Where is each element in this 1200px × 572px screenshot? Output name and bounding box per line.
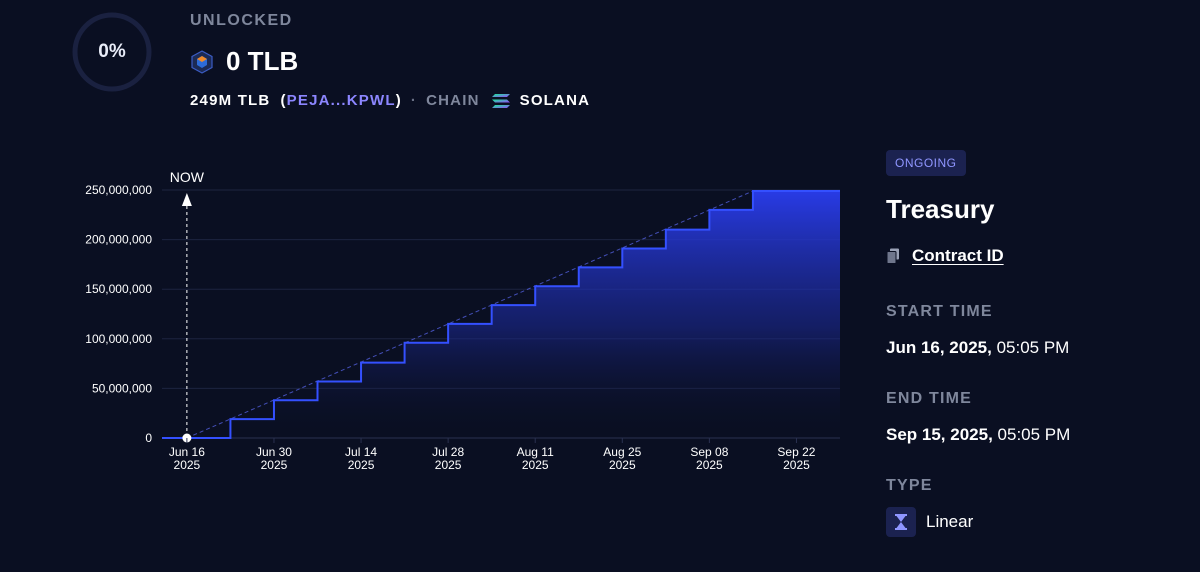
schedule-details-panel: ONGOING Treasury Contract ID START TIME … (886, 150, 1186, 537)
paren-close: ) (395, 92, 402, 109)
x-tick-year: 2025 (174, 458, 201, 472)
start-clock: 05:05 PM (991, 338, 1070, 357)
progress-percent: 0% (98, 41, 126, 62)
end-date: Sep 15, 2025, (886, 425, 993, 444)
now-marker-label: NOW (170, 169, 205, 185)
chain-name: SOLANA (519, 92, 591, 109)
x-tick-year: 2025 (348, 458, 375, 472)
type-row: Linear (886, 507, 973, 537)
y-tick-label: 200,000,000 (85, 233, 152, 247)
copy-icon[interactable] (886, 248, 900, 264)
unlock-step-line (162, 189, 840, 439)
type-label: TYPE (886, 477, 933, 494)
x-tick-year: 2025 (696, 458, 723, 472)
end-time-label: END TIME (886, 390, 973, 407)
end-clock: 05:05 PM (992, 425, 1071, 444)
contract-id-link[interactable]: Contract ID (912, 246, 1004, 265)
start-time-value: Jun 16, 2025, 05:05 PM (886, 338, 1069, 358)
progress-ring (72, 12, 152, 92)
x-tick-label: Jul 28 (432, 445, 464, 459)
y-tick-label: 100,000,000 (85, 332, 152, 346)
start-time-label: START TIME (886, 303, 993, 320)
x-tick-label: Jun 16 (169, 445, 205, 459)
x-tick-label: Jun 30 (256, 445, 292, 459)
chain-label: CHAIN (426, 92, 480, 109)
y-tick-label: 50,000,000 (92, 381, 152, 395)
unlock-area (162, 190, 840, 438)
type-icon-box (886, 507, 916, 537)
y-tick-label: 250,000,000 (85, 183, 152, 197)
unlocked-amount-row: 0 TLB (190, 46, 298, 77)
token-cube-icon (191, 49, 213, 74)
token-meta-row: 249M TLB ( PEJA...KPWL ) · CHAIN SOLANA (190, 92, 590, 109)
total-supply: 249M TLB (190, 92, 271, 109)
start-date: Jun 16, 2025, (886, 338, 992, 357)
x-tick-label: Sep 08 (690, 445, 728, 459)
paren-open: ( (280, 92, 287, 109)
status-badge: ONGOING (886, 150, 966, 176)
x-tick-year: 2025 (261, 458, 288, 472)
contract-id-row[interactable]: Contract ID (886, 246, 1004, 266)
x-tick-label: Aug 11 (517, 445, 554, 459)
y-tick-label: 150,000,000 (85, 282, 152, 296)
type-value: Linear (926, 512, 974, 531)
unlock-schedule-chart: NOW 0 50,000,000 100,000,000 150,000,000 200… (85, 169, 840, 472)
x-tick-label: Sep 22 (777, 445, 815, 459)
x-tick-year: 2025 (435, 458, 462, 472)
token-address-link[interactable]: PEJA...KPWL (286, 92, 396, 109)
schedule-title: Treasury (886, 194, 995, 224)
end-time-value: Sep 15, 2025, 05:05 PM (886, 425, 1070, 445)
x-tick-year: 2025 (522, 458, 549, 472)
separator-dot: · (410, 92, 418, 109)
linear-reference-line (186, 190, 754, 439)
solana-icon (491, 93, 510, 108)
unlocked-amount: 0 TLB (226, 46, 299, 76)
x-tick-year: 2025 (609, 458, 636, 472)
now-marker-arrow (181, 193, 192, 206)
x-tick-label: Jul 14 (345, 445, 377, 459)
x-tick-year: 2025 (783, 458, 810, 472)
hourglass-icon (895, 514, 907, 530)
unlocked-label: UNLOCKED (190, 12, 293, 29)
y-tick-label: 0 (145, 431, 152, 445)
x-tick-label: Aug 25 (603, 445, 641, 459)
